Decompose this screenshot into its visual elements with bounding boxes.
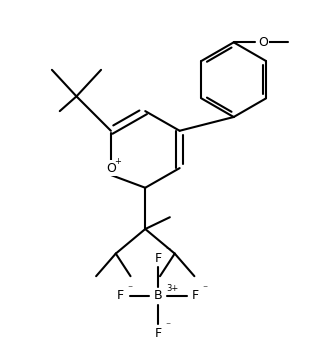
Text: F: F xyxy=(154,252,162,265)
Text: ⁻: ⁻ xyxy=(128,284,133,294)
Text: B: B xyxy=(154,289,162,302)
Text: O: O xyxy=(258,36,268,49)
Text: ⁻: ⁻ xyxy=(165,321,170,331)
Text: F: F xyxy=(192,289,199,302)
Text: F: F xyxy=(117,289,124,302)
Text: 3+: 3+ xyxy=(166,284,178,293)
Text: F: F xyxy=(154,327,162,340)
Text: ⁻: ⁻ xyxy=(165,247,170,256)
Text: ⁻: ⁻ xyxy=(202,284,207,294)
Text: +: + xyxy=(114,157,121,166)
Text: O: O xyxy=(106,161,116,175)
